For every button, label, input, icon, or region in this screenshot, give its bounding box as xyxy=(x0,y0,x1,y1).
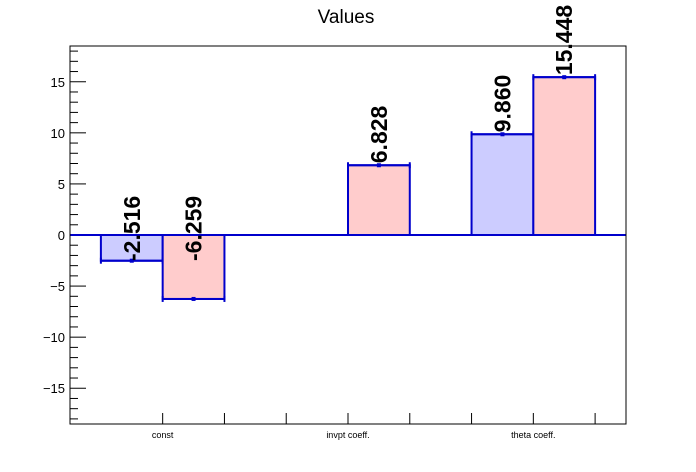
x-category-label: invpt coeff. xyxy=(326,430,369,440)
axis-ticks: −15 −10 −5 0 5 10 15 const invpt coeff. theta coe… xyxy=(43,50,596,440)
y-tick-label: 5 xyxy=(58,177,65,192)
y-tick-label: 15 xyxy=(51,75,65,90)
plot-frame xyxy=(69,45,627,425)
bar-data-label: 6.828 xyxy=(366,105,392,163)
bars xyxy=(70,74,626,302)
bar-marker xyxy=(129,258,134,263)
bar-marker xyxy=(191,296,196,301)
chart-title: Values xyxy=(318,7,375,28)
x-category-label: theta coeff. xyxy=(511,430,555,440)
y-tick-label: 0 xyxy=(58,228,65,243)
bar-data-label: 15.448 xyxy=(551,5,577,76)
bar-data-label: -6.259 xyxy=(181,196,207,261)
bar xyxy=(532,76,597,237)
bar-marker xyxy=(562,75,567,80)
bar-marker xyxy=(376,163,381,168)
y-tick-label: 10 xyxy=(51,126,65,141)
y-tick-label: −5 xyxy=(50,279,65,294)
x-category-label: const xyxy=(152,430,174,440)
data-labels: -2.516 9.860 -6.259 6.828 15.448 xyxy=(119,5,577,261)
bar xyxy=(470,133,535,237)
bar-data-label: 9.860 xyxy=(489,75,515,133)
bar-data-label: -2.516 xyxy=(119,196,145,261)
y-tick-label: −10 xyxy=(43,330,65,345)
bar-marker xyxy=(500,132,505,137)
y-tick-label: −15 xyxy=(43,381,65,396)
bar xyxy=(347,164,411,237)
